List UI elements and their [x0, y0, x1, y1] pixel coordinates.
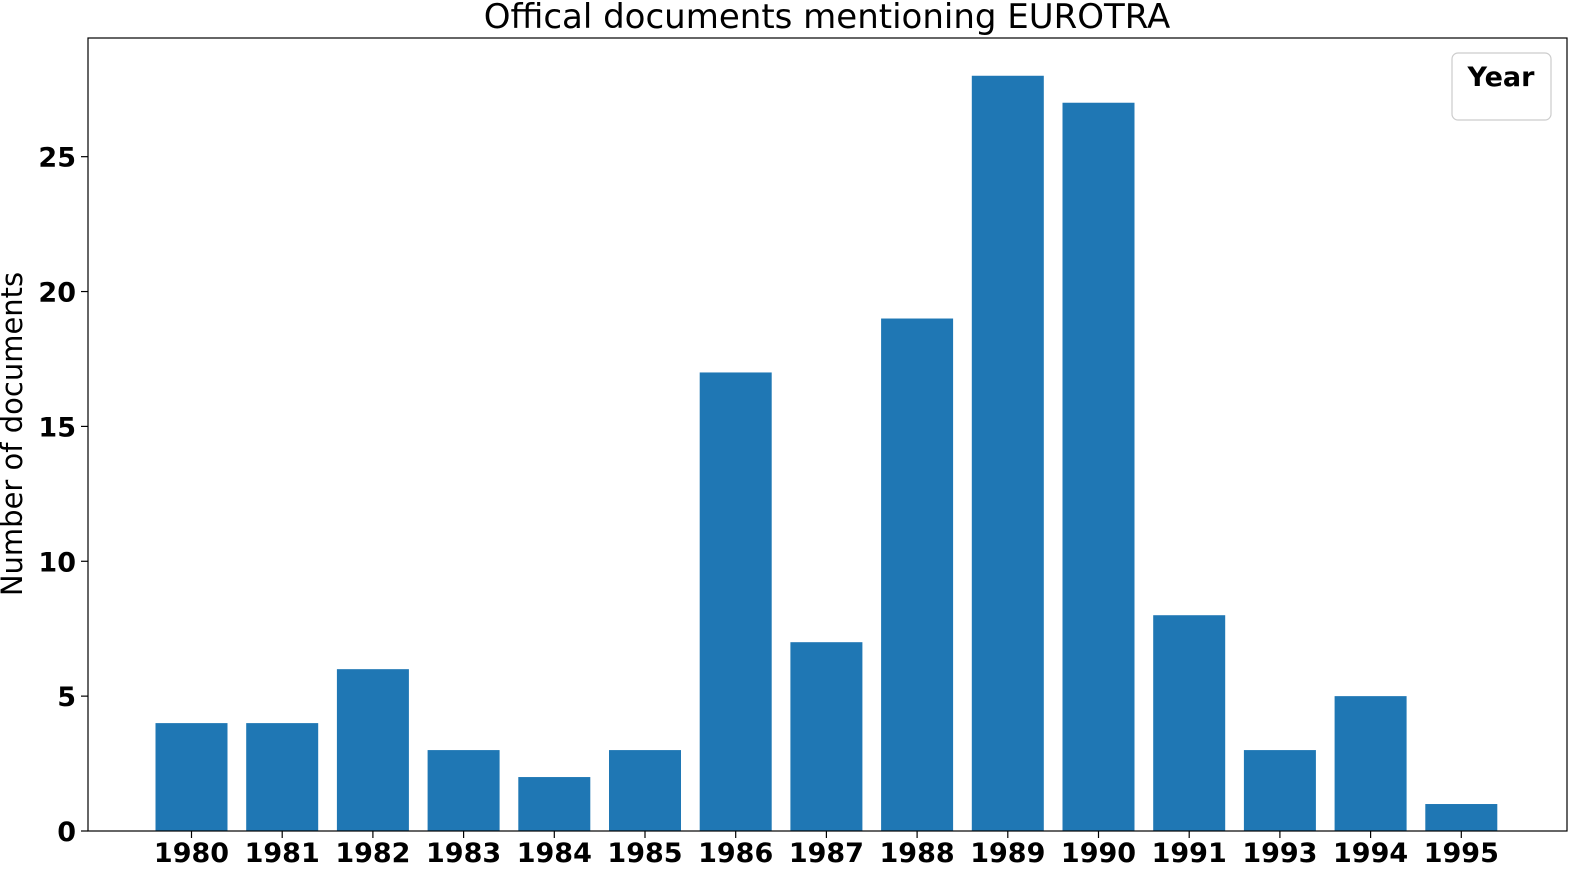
bar-1986 — [699, 372, 772, 831]
y-tick-label: 5 — [57, 682, 76, 713]
y-tick-label: 0 — [57, 817, 76, 848]
bar-1989 — [971, 75, 1044, 831]
legend-title: Year — [1467, 62, 1536, 93]
x-tick-label: 1980 — [154, 838, 229, 869]
x-tick-label: 1994 — [1333, 838, 1408, 869]
legend: Year — [1451, 52, 1552, 121]
x-tick-label: 1993 — [1242, 838, 1317, 869]
plot-frame — [87, 37, 1568, 832]
bar-1987 — [790, 642, 863, 831]
x-tick-label: 1986 — [698, 838, 773, 869]
x-tick-label: 1991 — [1152, 838, 1227, 869]
bar-1984 — [518, 777, 591, 831]
y-axis-ticks: 0 5 10 15 20 25 — [38, 143, 88, 848]
y-axis-label: Number of documents — [0, 272, 29, 596]
bars-group — [155, 75, 1498, 832]
x-tick-label: 1989 — [970, 838, 1045, 869]
x-axis-ticks: 1980 1981 1982 1983 1984 1985 1986 1987 1988 1989… — [154, 831, 1499, 869]
bar-1983 — [427, 750, 500, 831]
chart-title: Offical documents mentioning EUROTRA — [484, 0, 1171, 37]
x-tick-label: 1981 — [245, 838, 320, 869]
x-tick-label: 1987 — [789, 838, 864, 869]
bar-1991 — [1153, 615, 1226, 831]
x-tick-label: 1995 — [1424, 838, 1499, 869]
y-tick-label: 25 — [38, 143, 76, 174]
y-tick-label: 20 — [38, 278, 76, 309]
x-tick-label: 1983 — [426, 838, 501, 869]
bar-1980 — [155, 723, 228, 831]
bar-1982 — [336, 669, 409, 831]
x-tick-label: 1984 — [517, 838, 592, 869]
x-tick-label: 1985 — [607, 838, 682, 869]
y-tick-label: 15 — [38, 412, 76, 443]
bar-1988 — [881, 318, 954, 832]
bar-1995 — [1425, 804, 1498, 831]
bar-1994 — [1334, 696, 1407, 831]
y-tick-label: 10 — [38, 547, 76, 578]
bar-1985 — [609, 750, 681, 831]
x-tick-label: 1988 — [880, 838, 955, 869]
bar-1990 — [1062, 102, 1135, 832]
legend-box — [1451, 52, 1552, 121]
x-tick-label: 1982 — [335, 838, 410, 869]
x-tick-label: 1990 — [1061, 838, 1136, 869]
bar-1981 — [246, 723, 319, 831]
bar-1993 — [1243, 750, 1316, 831]
